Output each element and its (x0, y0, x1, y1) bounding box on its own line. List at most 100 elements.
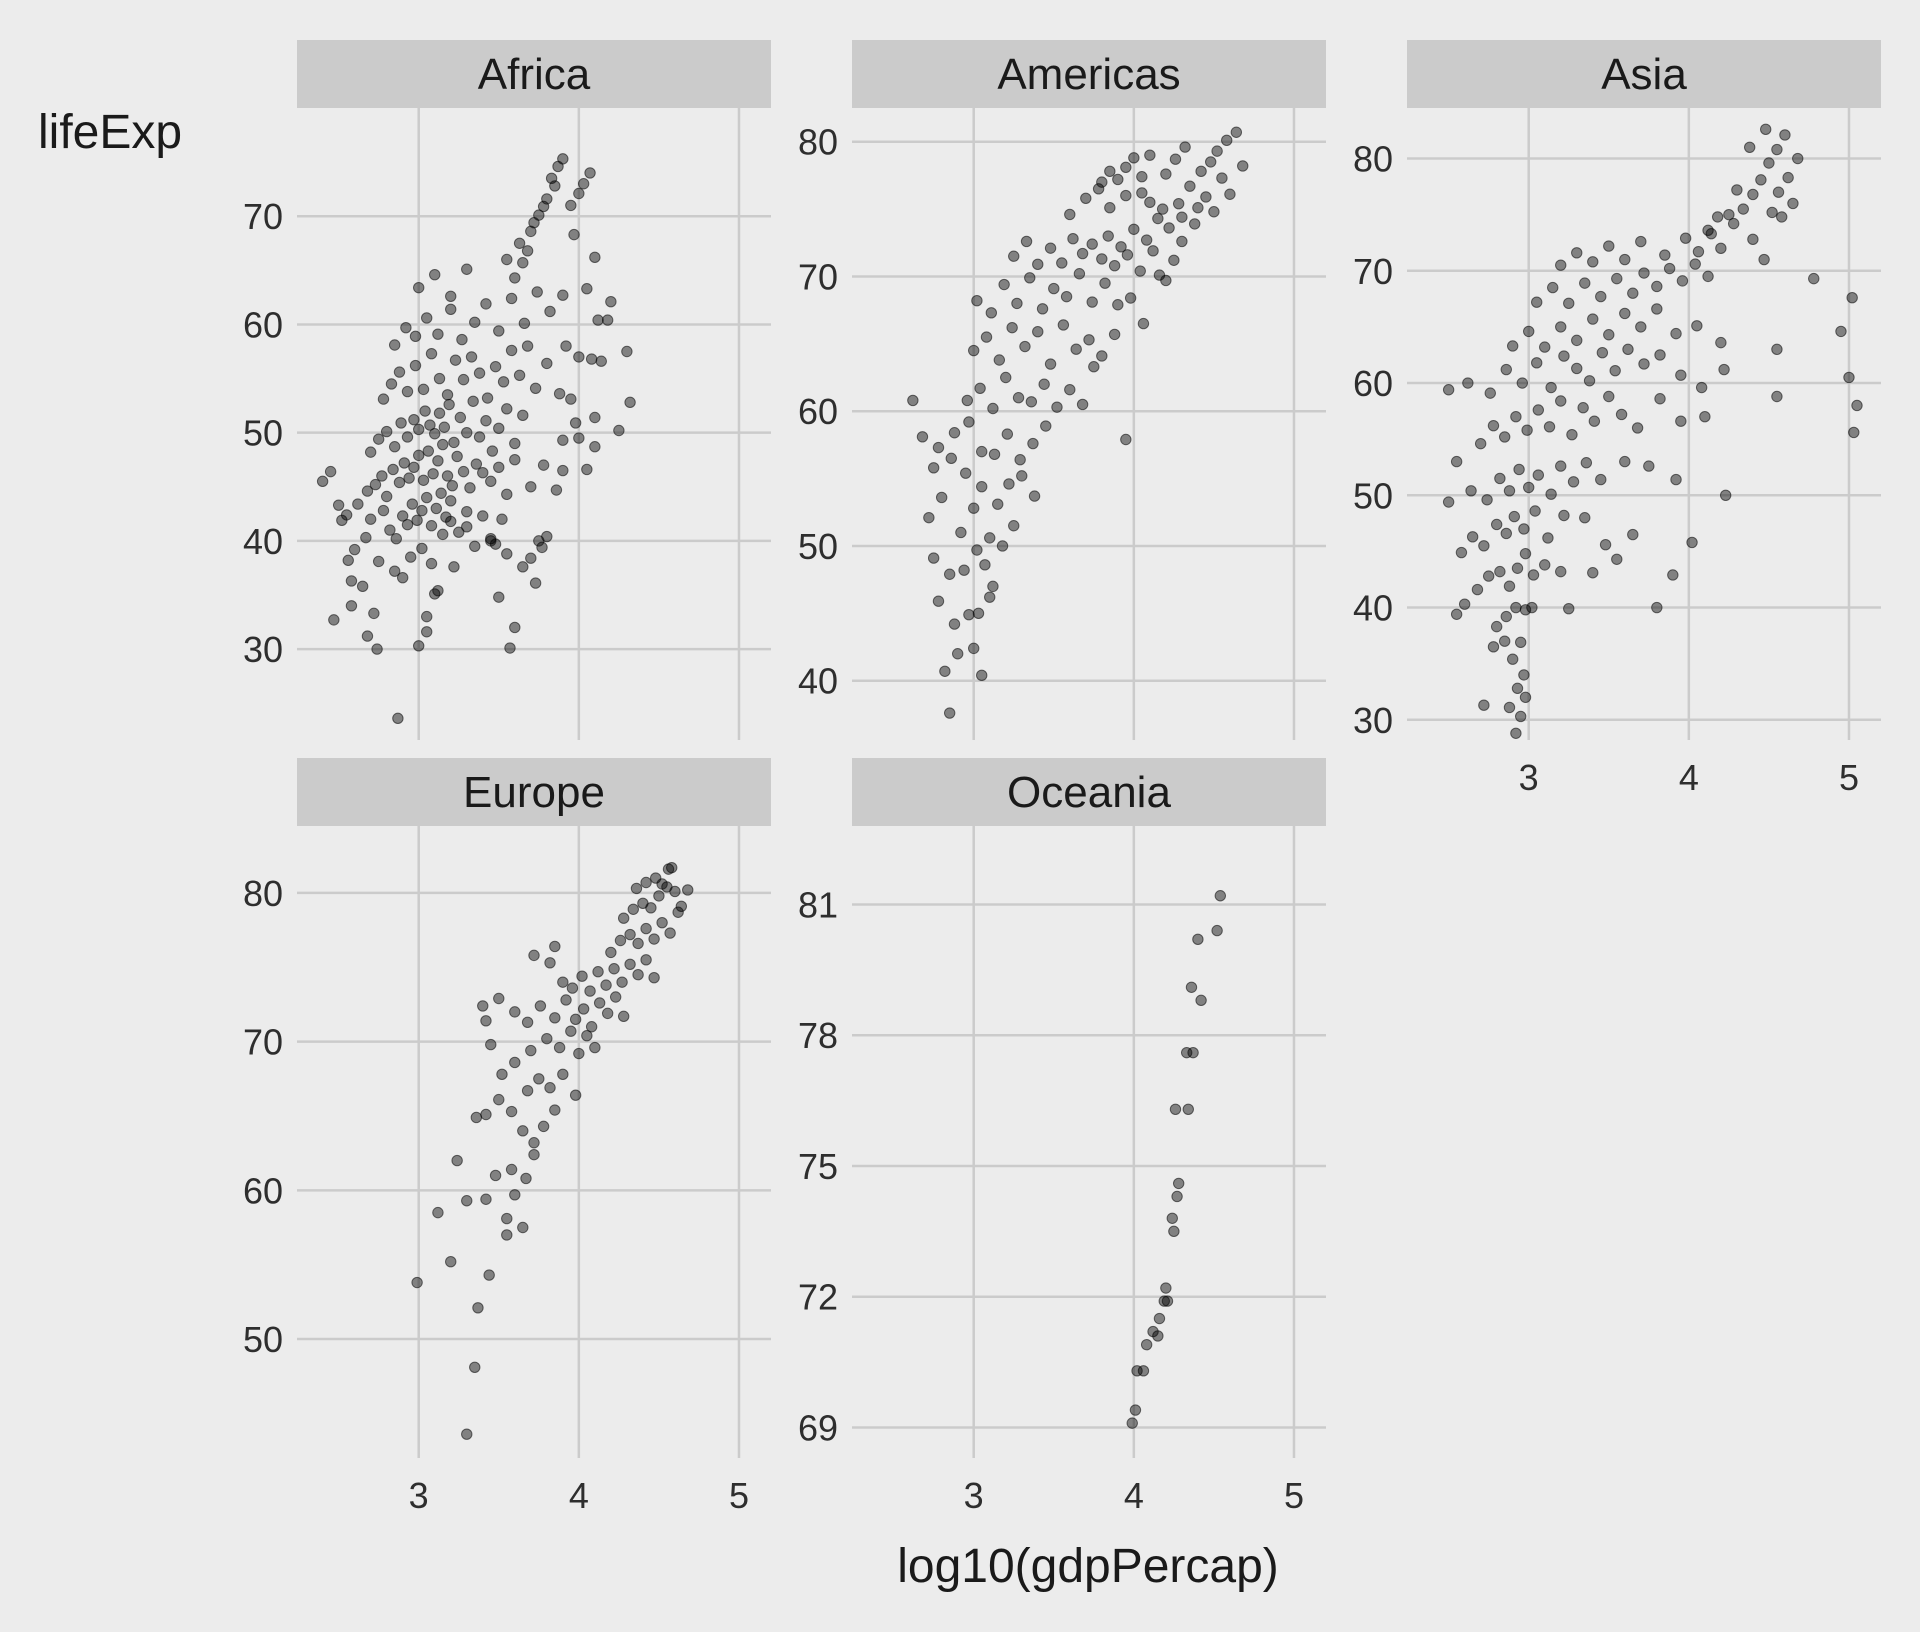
data-point (1679, 232, 1692, 244)
data-point (1040, 420, 1052, 432)
data-point (545, 172, 558, 185)
data-point (501, 1229, 513, 1241)
data-point (1539, 559, 1551, 571)
data-point (421, 491, 433, 504)
data-point (509, 454, 521, 466)
data-point (464, 482, 476, 494)
data-point (1144, 149, 1156, 161)
data-point (993, 354, 1006, 366)
data-point (984, 591, 996, 603)
data-point (1156, 203, 1169, 215)
data-point (1230, 126, 1243, 138)
data-point (1172, 197, 1185, 210)
data-point (1766, 206, 1778, 219)
data-point (557, 1068, 569, 1081)
data-point (400, 321, 412, 334)
data-point (645, 902, 657, 914)
strip-label-americas: Americas (997, 50, 1180, 99)
x-tick-label: 3 (409, 1475, 429, 1516)
data-point (1511, 562, 1524, 574)
y-tick-label: 50 (243, 413, 283, 454)
data-point (1083, 334, 1095, 346)
strip-label-asia: Asia (1601, 50, 1687, 99)
data-point (640, 876, 652, 889)
y-tick-label: 50 (243, 1319, 283, 1360)
data-point (1615, 408, 1628, 421)
x-tick-label: 5 (729, 1475, 749, 1516)
data-point (1676, 275, 1689, 287)
data-point (581, 283, 593, 295)
data-point (433, 372, 446, 385)
data-point (1503, 701, 1516, 714)
data-point (605, 946, 617, 959)
data-point (1195, 165, 1207, 178)
data-point (457, 465, 470, 478)
data-point (979, 559, 991, 571)
data-point (1176, 211, 1188, 223)
data-point (472, 1302, 484, 1314)
data-point (443, 398, 455, 411)
data-point (497, 376, 510, 388)
data-point (1532, 469, 1545, 481)
data-point (557, 289, 569, 301)
data-point (935, 491, 948, 504)
data-point (553, 387, 566, 400)
data-point (1011, 297, 1023, 310)
data-point (1160, 274, 1172, 287)
data-point (996, 540, 1009, 552)
data-point (537, 1120, 550, 1133)
data-point (489, 360, 502, 373)
data-point (451, 1154, 463, 1167)
data-point (1128, 223, 1140, 235)
data-point (432, 584, 444, 597)
strip-label-oceania: Oceania (1007, 768, 1171, 817)
data-point (461, 1428, 473, 1440)
y-tick-label: 40 (1353, 588, 1393, 629)
data-point (328, 614, 340, 626)
y-tick-label: 50 (798, 526, 838, 567)
data-point (1567, 476, 1580, 488)
data-point (584, 167, 596, 179)
data-point (1455, 546, 1468, 559)
data-point (1519, 691, 1532, 704)
data-point (617, 912, 630, 924)
data-point (1064, 208, 1076, 221)
data-point (541, 1032, 553, 1045)
data-point (533, 535, 545, 547)
data-point (1835, 325, 1847, 338)
data-point (1471, 583, 1484, 596)
data-point (1545, 381, 1557, 394)
data-point (560, 994, 572, 1006)
y-tick-label: 72 (798, 1277, 838, 1318)
y-tick-label: 60 (243, 1170, 283, 1211)
data-point (1695, 381, 1708, 394)
data-point (1506, 653, 1519, 665)
data-point (1169, 153, 1182, 165)
data-point (1060, 290, 1073, 303)
data-point (1760, 123, 1772, 136)
panel-oceania: Oceania 69 72 75 78 81 3 4 5 (798, 758, 1326, 1516)
data-point (624, 928, 636, 941)
data-point (1654, 349, 1666, 361)
data-point (998, 278, 1010, 291)
strip-asia (1407, 40, 1881, 108)
data-point (566, 982, 579, 994)
data-point (368, 607, 380, 620)
data-point (332, 499, 345, 511)
data-point (1237, 160, 1249, 172)
data-point (517, 1125, 529, 1137)
data-point (1490, 620, 1503, 633)
data-point (513, 237, 526, 249)
data-point (1120, 161, 1132, 173)
data-point (390, 533, 402, 545)
data-point (1057, 319, 1070, 331)
data-point (445, 495, 457, 507)
data-point (525, 481, 537, 493)
data-point (419, 405, 431, 417)
data-point (408, 461, 420, 473)
data-point (1172, 1177, 1185, 1190)
data-point (1088, 361, 1100, 373)
data-point (505, 344, 518, 357)
data-point (1611, 272, 1623, 285)
data-point (1787, 197, 1799, 210)
